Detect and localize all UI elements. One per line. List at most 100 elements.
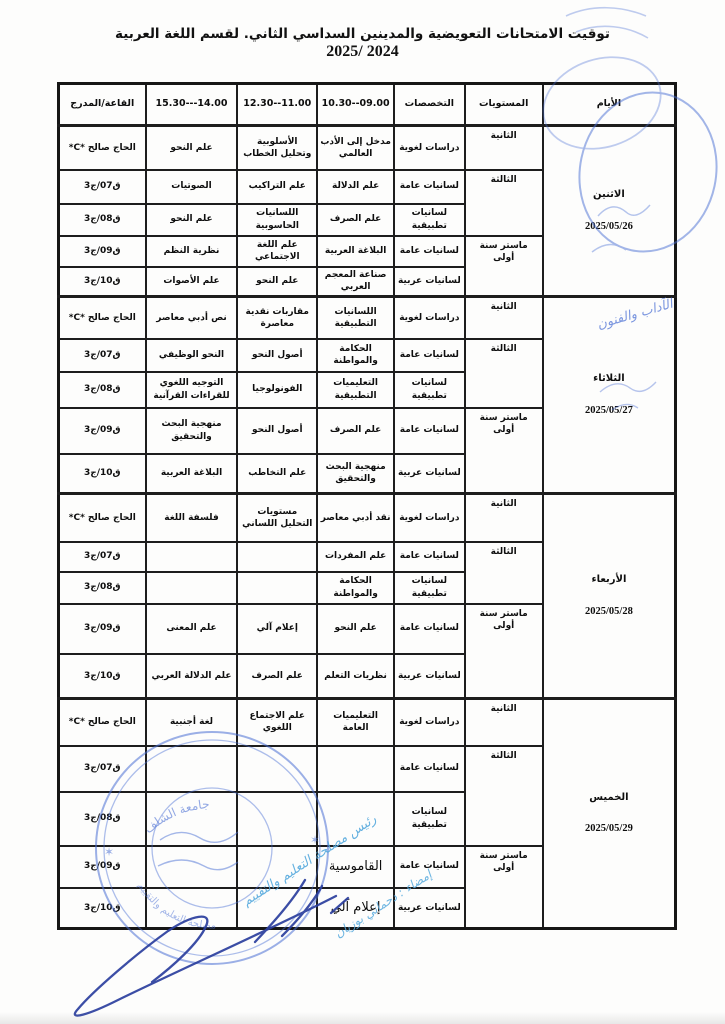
room-cell: ق09/ج3 (57, 234, 147, 268)
room-cell: ق07/ج3 (57, 744, 147, 793)
day-cell: الثلاثاء 2025/05/27 (541, 295, 677, 495)
slot2-cell: أصول النحو (236, 406, 319, 455)
specialization-cell: لسانيات تطبيقية (393, 370, 466, 409)
room-cell: ق09/ج3 (57, 602, 147, 655)
col-header-room: القاعة/المدرج (57, 82, 147, 127)
timetable-row: ماستر سنة أولى لسانيات عامة علم الصرف أصول … (57, 406, 676, 495)
room-cell: ق10/ج3 (57, 886, 147, 930)
slot1-cell: مدخل إلى الأدب العالمي (316, 124, 396, 171)
slot3-cell (144, 886, 239, 930)
timetable-row: لسانيات عربية نظريات التعلم علم الصرف علم ا… (57, 652, 676, 700)
level-cell: ماستر سنة أولى (463, 406, 544, 495)
slot3-cell: نظرية النظم (144, 234, 239, 268)
level-cell: الثالثة (463, 540, 544, 605)
day-date: 2025/05/26 (585, 220, 633, 232)
slot3-cell (144, 844, 239, 889)
slot3-cell: علم الدلالة العربي (144, 652, 239, 700)
room-cell: الحاج صالح *C* (57, 295, 147, 340)
slot1-cell: علم المفردات (316, 540, 396, 573)
slot3-cell: النحو الوظيفي (144, 337, 239, 373)
specialization-cell: لسانيات عامة (393, 406, 466, 455)
slot1-cell (316, 790, 396, 847)
level-cell: ماستر سنة أولى (463, 602, 544, 700)
slot3-cell: علم النحو (144, 202, 239, 237)
slot2-cell: اللسانيات الحاسوبية (236, 202, 319, 237)
slot1-cell: الحكامة والمواطنة (316, 337, 396, 373)
specialization-cell: لسانيات تطبيقية (393, 202, 466, 237)
specialization-cell: لسانيات عربية (393, 265, 466, 298)
specialization-cell: لسانيات عامة (393, 540, 466, 573)
col-header-slot2: 12.30--11.00 (236, 82, 319, 127)
slot2-cell: مستويات التحليل اللساني (236, 492, 319, 543)
specialization-cell: دراسات لغوية (393, 124, 466, 171)
slot2-cell (236, 570, 319, 605)
timetable-row: لسانيات تطبيقية التعليميات التطبيقية الفون… (57, 370, 676, 409)
day-date: 2025/05/29 (585, 823, 633, 835)
col-header-slot3: 15.30---14.00 (144, 82, 239, 127)
slot1-cell (316, 744, 396, 793)
timetable-row: لسانيات عربية صناعة المعجم العربي علم النح… (57, 265, 676, 298)
room-cell: الحاج صالح *C* (57, 124, 147, 171)
slot3-cell: الصوتيات (144, 168, 239, 205)
slot1-cell: صناعة المعجم العربي (316, 265, 396, 298)
col-header-specializations: التخصصات (393, 82, 466, 127)
slot3-cell (144, 540, 239, 573)
slot2-cell: الفونولوجيا (236, 370, 319, 409)
level-cell: ماستر سنة أولى (463, 844, 544, 930)
level-cell: الثالثة (463, 337, 544, 409)
slot3-cell: علم الأصوات (144, 265, 239, 298)
slot1-cell: علم النحو (316, 602, 396, 655)
slot2-cell: علم النحو (236, 265, 319, 298)
room-cell: ق08/ج3 (57, 202, 147, 237)
room-cell: الحاج صالح *C* (57, 697, 147, 747)
slot3-cell: منهجية البحث والتحقيق (144, 406, 239, 455)
slot1-cell: القاموسية (316, 844, 396, 889)
document-title: توقيت الامتحانات التعويضية والمدينين الس… (0, 26, 725, 61)
specialization-cell: لسانيات عامة (393, 744, 466, 793)
specialization-cell: لسانيات عربية (393, 886, 466, 930)
slot1-cell: نظريات التعلم (316, 652, 396, 700)
slot2-cell: علم التراكيب (236, 168, 319, 205)
day-name: الخميس (589, 791, 629, 803)
slot1-cell: التعليميات التطبيقية (316, 370, 396, 409)
title-line1: توقيت الامتحانات التعويضية والمدينين الس… (115, 26, 610, 42)
specialization-cell: لسانيات عامة (393, 844, 466, 889)
timetable-row: لسانيات عربية منهجية البحث والتحقيق علم ال… (57, 452, 676, 495)
col-header-days: الأيام (541, 82, 677, 127)
slot3-cell (144, 570, 239, 605)
timetable-row: الخميس 2025/05/29 الثانية دراسات لغوية التعل… (57, 697, 677, 930)
title-academic-year: 2025/ 2024 (326, 43, 399, 60)
slot2-cell (236, 790, 319, 847)
slot3-cell: علم النحو (144, 124, 239, 171)
room-cell: الحاج صالح *C* (57, 492, 147, 543)
slot3-cell: البلاغة العربية (144, 452, 239, 495)
slot3-cell (144, 790, 239, 847)
col-header-slot1: 10.30--09.00 (316, 82, 396, 127)
room-cell: ق09/ج3 (57, 844, 147, 889)
level-cell: الثانية (463, 124, 544, 171)
slot3-cell: نص أدبي معاصر (144, 295, 239, 340)
col-header-levels: المستويات (463, 82, 544, 127)
specialization-cell: دراسات لغوية (393, 697, 466, 747)
timetable-row: الثالثة لسانيات عامة علم الدلالة علم التراك… (57, 168, 676, 237)
level-cell: الثانية (463, 492, 544, 543)
slot1-cell: علم الدلالة (316, 168, 396, 205)
slot2-cell (236, 844, 319, 889)
slot3-cell: التوجيه اللغوي للقراءات القرآنية (144, 370, 239, 409)
level-cell: الثانية (463, 295, 544, 340)
day-name: الاثنين (593, 189, 625, 201)
slot2-cell: علم اللغة الاجتماعي (236, 234, 319, 268)
slot1-cell: منهجية البحث والتحقيق (316, 452, 396, 495)
slot2-cell: علم التخاطب (236, 452, 319, 495)
level-cell: الثالثة (463, 744, 544, 847)
slot2-cell: علم الصرف (236, 652, 319, 700)
specialization-cell: لسانيات عامة (393, 234, 466, 268)
slot1-cell: علم الصرف (316, 406, 396, 455)
day-date: 2025/05/27 (585, 404, 633, 416)
timetable-row: لسانيات تطبيقية علم الصرف اللسانيات الحاسو… (57, 202, 676, 237)
slot3-cell: علم المعنى (144, 602, 239, 655)
room-cell: ق08/ج3 (57, 570, 147, 605)
specialization-cell: لسانيات عامة (393, 168, 466, 205)
day-cell: الأربعاء 2025/05/28 (541, 492, 677, 700)
